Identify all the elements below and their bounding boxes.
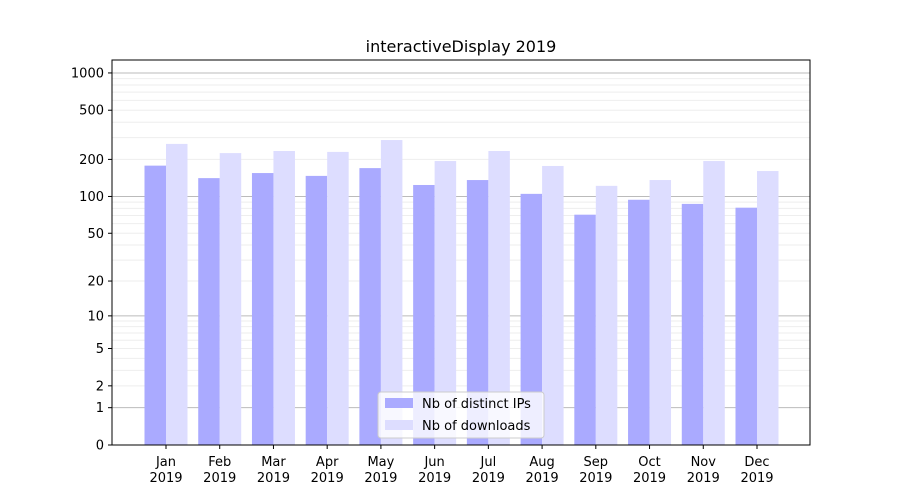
bar-distinct-ips bbox=[359, 168, 381, 446]
bar-distinct-ips bbox=[198, 178, 220, 445]
x-tick-label: Oct 2019 bbox=[633, 455, 666, 486]
y-tick-label: 2 bbox=[96, 379, 104, 394]
x-tick-label: Jan 2019 bbox=[149, 455, 182, 486]
bars bbox=[144, 140, 779, 446]
y-tick-label: 500 bbox=[79, 104, 104, 119]
y-tick-label: 5 bbox=[96, 342, 104, 357]
bar-downloads bbox=[219, 153, 242, 445]
x-tick-label: Jun 2019 bbox=[418, 455, 451, 486]
y-tick-label: 1 bbox=[96, 401, 104, 416]
bar-distinct-ips bbox=[628, 199, 650, 445]
x-tick-label: Jul 2019 bbox=[472, 455, 505, 486]
x-tick-label: Sep 2019 bbox=[579, 455, 612, 486]
bar-distinct-ips bbox=[305, 175, 328, 445]
bar-distinct-ips bbox=[144, 165, 166, 445]
legend-box bbox=[377, 391, 545, 439]
y-tick-label: 1000 bbox=[71, 66, 104, 81]
bar-distinct-ips bbox=[251, 173, 274, 445]
x-axis: Jan 2019 Feb 2019 Mar 2019 Apr 2019 May 2019 Jun 20… bbox=[149, 445, 774, 486]
bar-downloads bbox=[327, 151, 349, 445]
x-tick-label: Feb 2019 bbox=[203, 455, 236, 486]
bar-downloads bbox=[488, 150, 510, 445]
x-tick-label: Dec 2019 bbox=[740, 455, 773, 486]
bar-distinct-ips bbox=[466, 180, 489, 446]
bar-downloads bbox=[380, 140, 403, 445]
legend-swatch-downloads bbox=[385, 420, 413, 430]
legend-swatch-ips bbox=[385, 398, 413, 408]
legend-label-ips: Nb of distinct IPs bbox=[422, 397, 531, 412]
y-tick-label: 0 bbox=[96, 439, 104, 454]
bar-distinct-ips bbox=[681, 203, 704, 445]
y-tick-label: 10 bbox=[87, 309, 104, 324]
bar-downloads bbox=[434, 161, 457, 445]
y-axis: 0 1 2 5 10 20 50 100 200 500 1000 bbox=[71, 66, 112, 454]
bar-downloads bbox=[166, 143, 188, 445]
legend-label-downloads: Nb of downloads bbox=[422, 419, 531, 434]
bar-downloads bbox=[542, 165, 564, 445]
y-tick-label: 200 bbox=[79, 153, 104, 168]
x-tick-label: Nov 2019 bbox=[687, 455, 720, 486]
plot-frame bbox=[111, 59, 811, 446]
bar-downloads bbox=[703, 161, 725, 445]
bar-distinct-ips bbox=[574, 214, 596, 445]
y-tick-label: 20 bbox=[87, 275, 104, 290]
chart-title: interactiveDisplay 2019 bbox=[366, 37, 557, 56]
x-tick-label: Aug 2019 bbox=[526, 455, 559, 486]
bar-distinct-ips bbox=[413, 184, 435, 445]
bar-downloads bbox=[273, 150, 295, 445]
x-tick-label: May 2019 bbox=[364, 455, 397, 486]
legend: Nb of distinct IPs Nb of downloads bbox=[377, 391, 545, 439]
bar-downloads bbox=[757, 171, 779, 445]
x-tick-label: Mar 2019 bbox=[257, 455, 290, 486]
bar-distinct-ips bbox=[520, 193, 543, 445]
y-tick-label: 50 bbox=[87, 227, 104, 242]
bar-downloads bbox=[649, 180, 672, 446]
y-tick-label: 100 bbox=[79, 190, 104, 205]
x-tick-label: Apr 2019 bbox=[311, 455, 344, 486]
bar-distinct-ips bbox=[735, 207, 757, 445]
bar-downloads bbox=[595, 185, 618, 446]
